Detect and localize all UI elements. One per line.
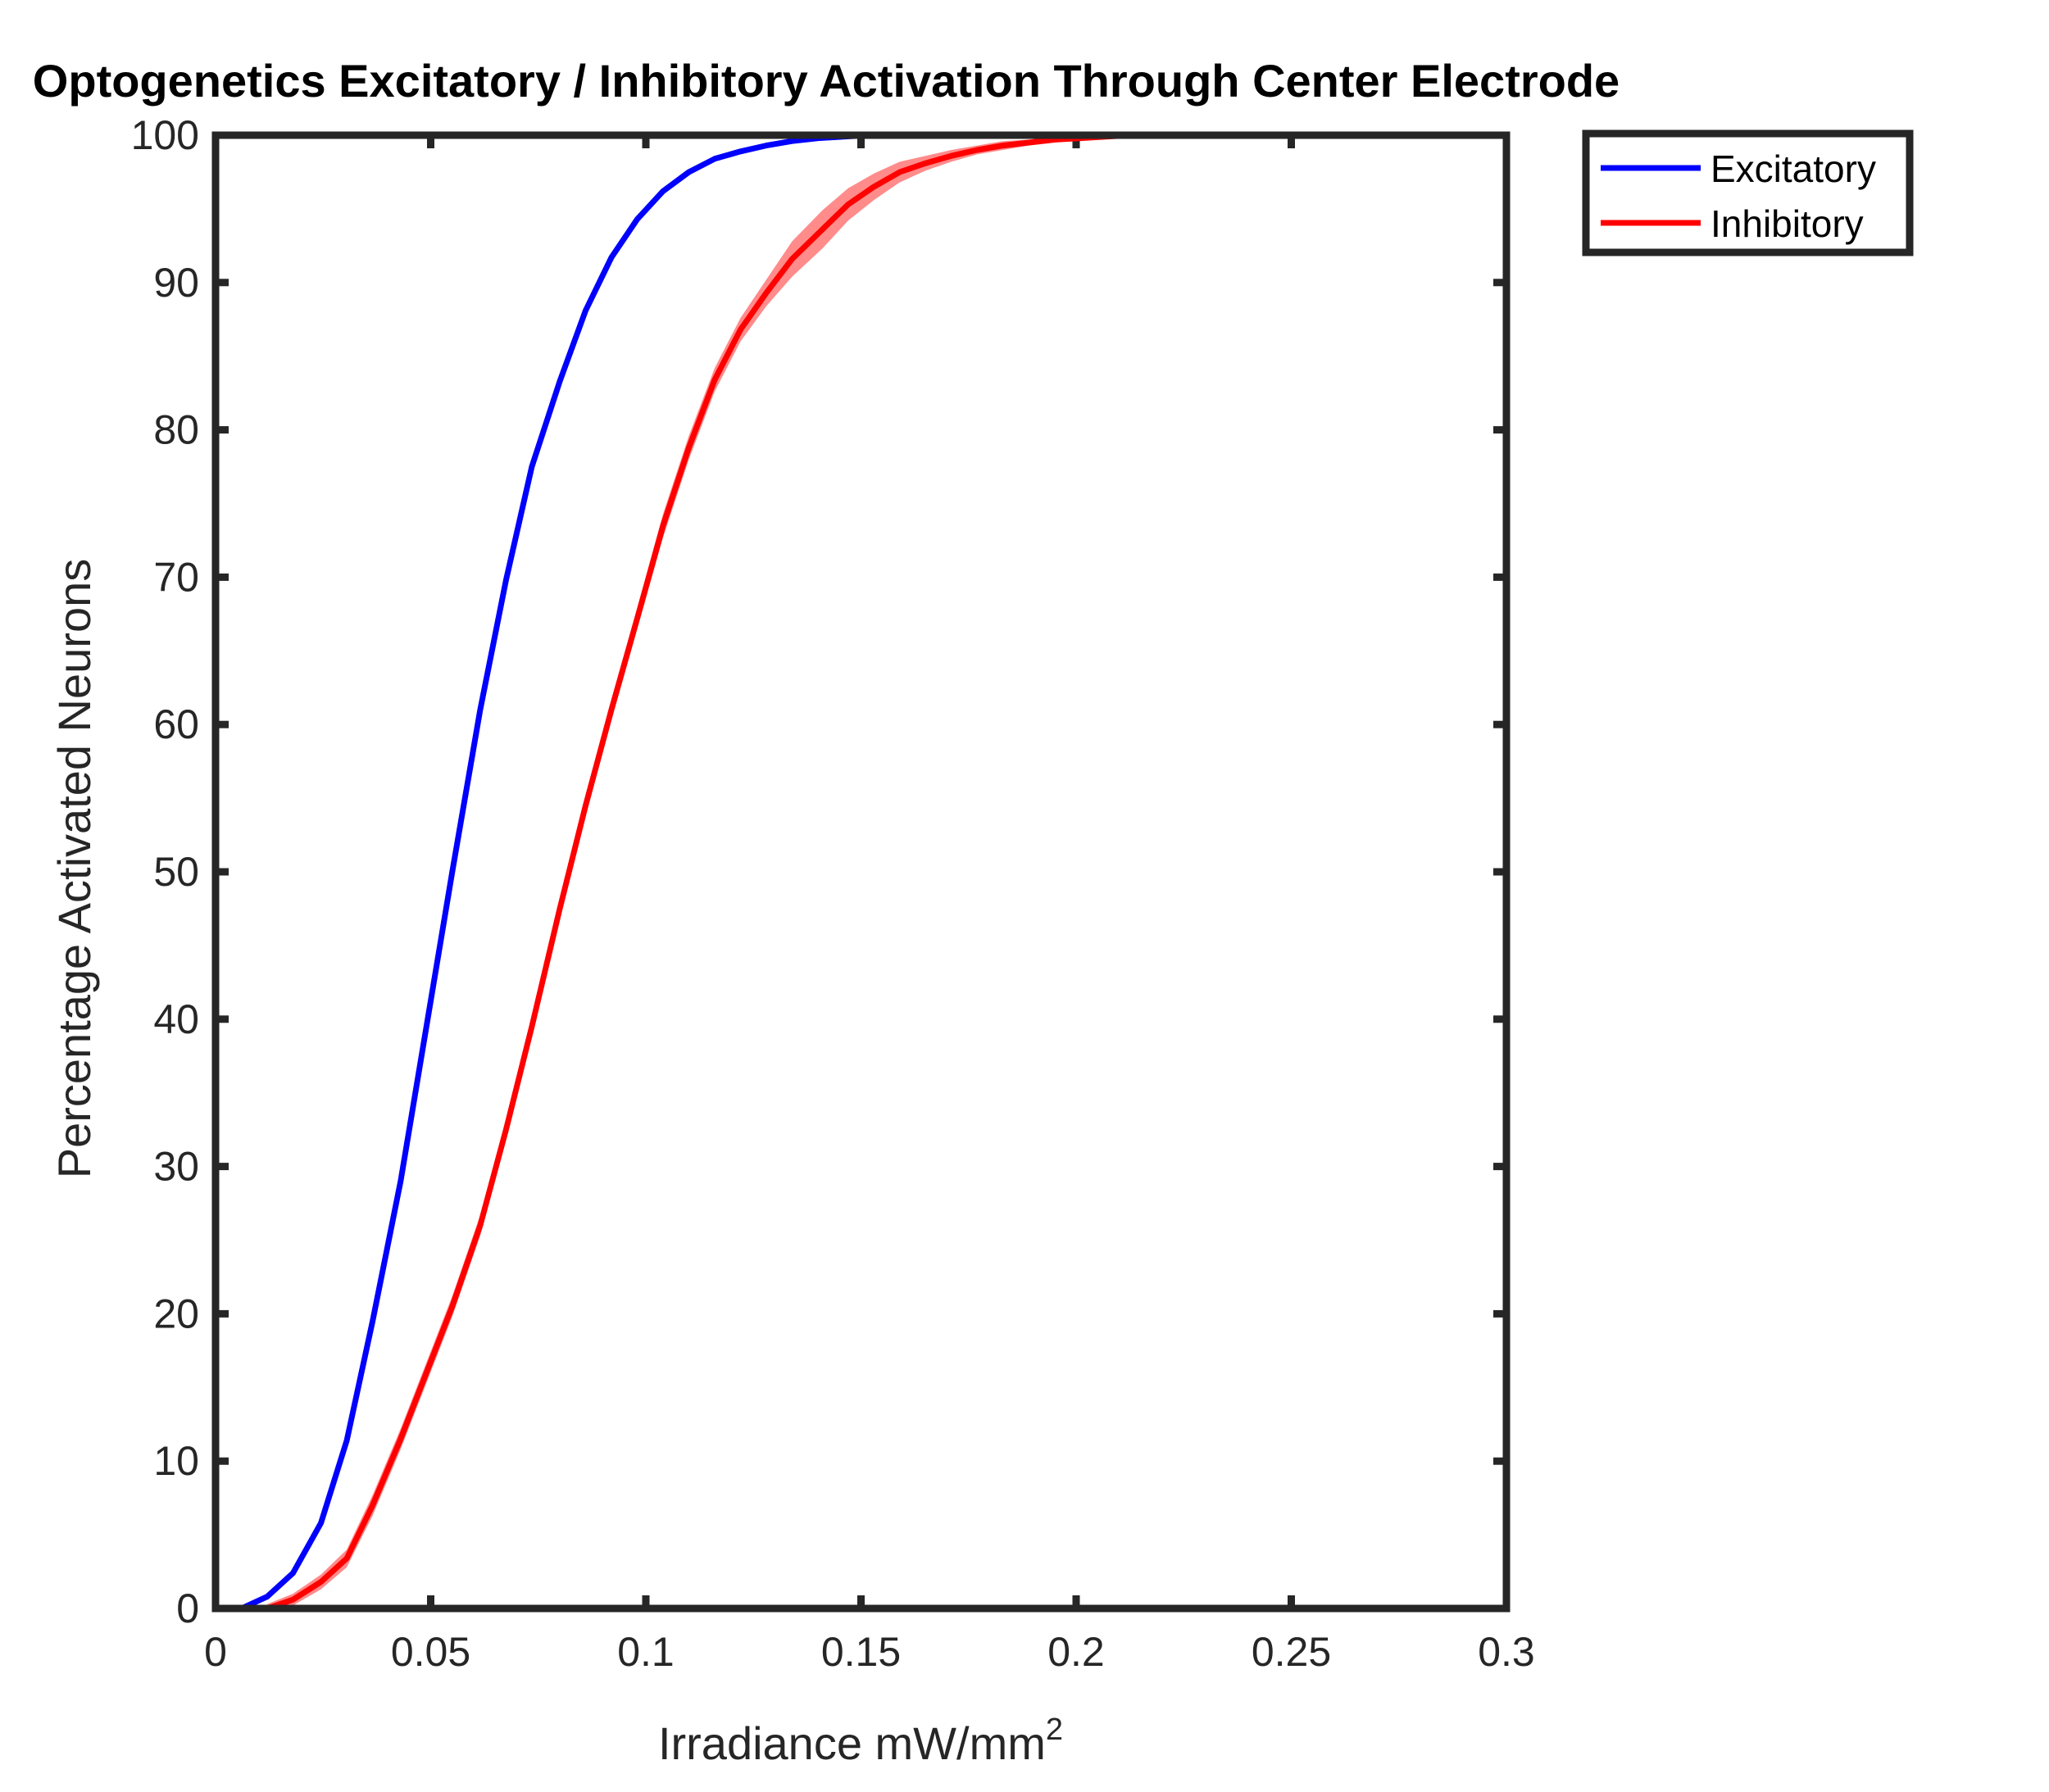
x-tick-label: 0.25 [1252, 1629, 1331, 1675]
plot-area [216, 135, 1506, 1608]
legend: Excitatory Inhibitory [1582, 129, 1914, 256]
y-axis-label: Percentage Activated Neurons [48, 559, 100, 1178]
legend-label-inhibitory: Inhibitory [1711, 202, 1864, 245]
chart-title: Optogenetics Excitatory / Inhibitory Act… [33, 55, 1620, 107]
y-tick-label: 90 [153, 260, 199, 306]
series-layer [240, 134, 1248, 1610]
series-line-excitatory [240, 134, 904, 1610]
x-tick-label: 0.2 [1047, 1629, 1105, 1675]
x-axis-label-superscript: 2 [1046, 1713, 1063, 1747]
x-tick-label: 0.1 [617, 1629, 675, 1675]
y-tick-label: 10 [153, 1438, 199, 1484]
axes-frame [211, 131, 1511, 1613]
y-tick-label: 0 [176, 1586, 199, 1631]
y-tick-label: 20 [153, 1291, 199, 1336]
y-tick-label: 70 [153, 554, 199, 600]
series-line-inhibitory [266, 134, 1248, 1610]
legend-box [1582, 129, 1914, 256]
x-tick-label: 0.15 [821, 1629, 901, 1675]
tick-labels: 0 0.05 0.1 0.15 0.2 0.25 0.3 0 10 20 30 40 50 60 70 80 9… [131, 112, 1535, 1675]
x-tick-label: 0 [204, 1629, 227, 1675]
y-tick-label: 80 [153, 407, 199, 453]
y-tick-label: 60 [153, 701, 199, 747]
y-tick-label: 50 [153, 849, 199, 895]
y-tick-label: 30 [153, 1144, 199, 1190]
x-axis-label-text: Irradiance mW/mm [658, 1717, 1046, 1769]
y-tick-label: 100 [131, 112, 199, 158]
y-tick-label: 40 [153, 996, 199, 1042]
x-axis-label: Irradiance mW/mm2 [658, 1713, 1063, 1769]
x-tick-label: 0.05 [391, 1629, 470, 1675]
legend-label-excitatory: Excitatory [1711, 147, 1876, 190]
x-tick-label: 0.3 [1478, 1629, 1535, 1675]
